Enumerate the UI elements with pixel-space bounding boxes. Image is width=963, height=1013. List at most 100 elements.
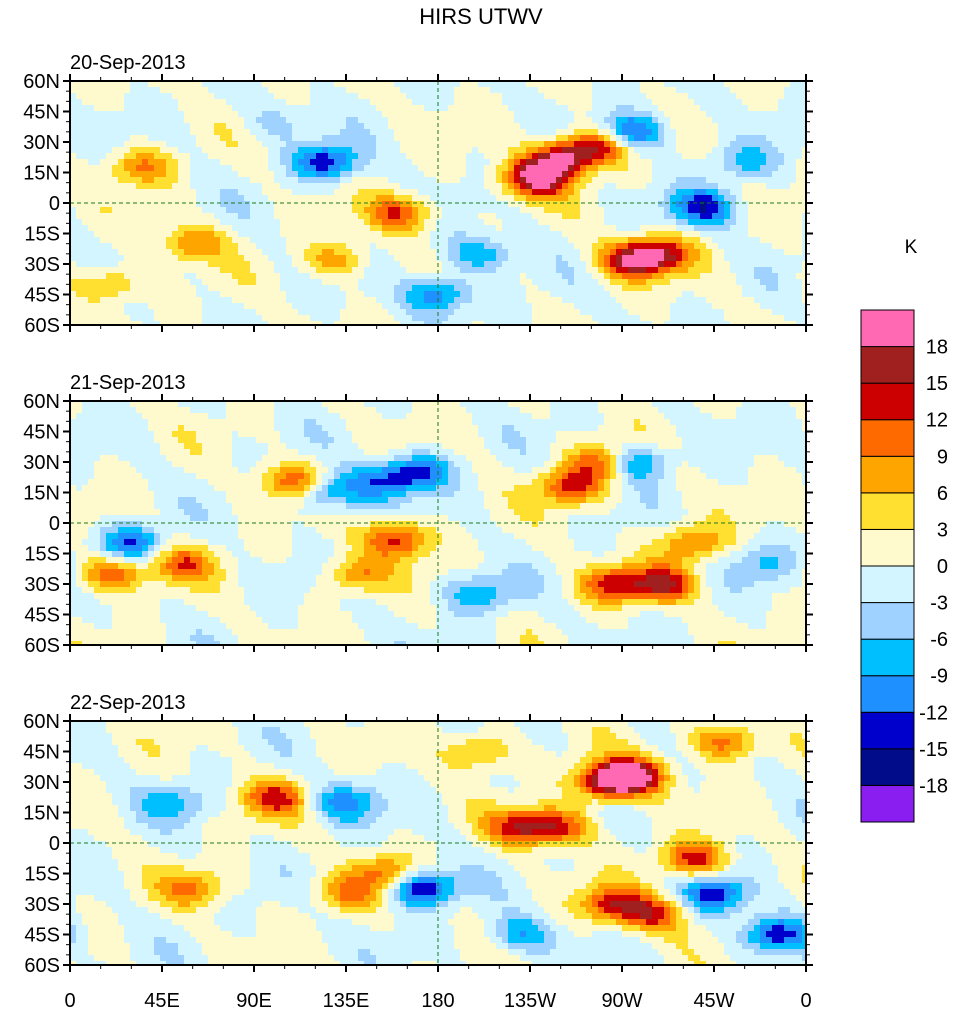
field-cell (730, 117, 736, 123)
field-cell (472, 255, 478, 261)
field-cell (460, 303, 466, 309)
field-cell (508, 165, 514, 171)
field-cell (250, 105, 256, 111)
field-cell (424, 111, 430, 117)
field-cell (712, 285, 718, 291)
field-cell (748, 297, 754, 303)
field-cell (484, 273, 490, 279)
field-cell (802, 159, 806, 165)
field-cell (94, 129, 100, 135)
field-cell (622, 153, 628, 159)
field-cell (298, 213, 304, 219)
field-cell (526, 309, 532, 315)
field-cell (364, 135, 370, 141)
field-cell (412, 135, 418, 141)
field-cell (466, 291, 472, 297)
field-cell (304, 135, 310, 141)
field-cell (622, 303, 628, 309)
field-cell (418, 159, 424, 165)
field-cell (322, 213, 328, 219)
field-cell (664, 249, 670, 255)
field-cell (478, 201, 484, 207)
field-cell (586, 267, 592, 273)
field-cell (250, 225, 256, 231)
field-cell (238, 261, 244, 267)
field-cell (550, 147, 556, 153)
field-cell (166, 177, 172, 183)
field-cell (250, 153, 256, 159)
field-cell (478, 141, 484, 147)
field-cell (526, 243, 532, 249)
field-cell (172, 159, 178, 165)
field-cell (262, 165, 268, 171)
field-cell (160, 273, 166, 279)
field-cell (406, 87, 412, 93)
field-cell (346, 303, 352, 309)
field-cell (220, 279, 226, 285)
field-cell (268, 201, 274, 207)
field-cell (274, 213, 280, 219)
field-cell (184, 309, 190, 315)
field-cell (736, 303, 742, 309)
field-cell (358, 189, 364, 195)
field-cell (580, 141, 586, 147)
field-cell (370, 141, 376, 147)
field-cell (760, 243, 766, 249)
field-cell (676, 273, 682, 279)
field-cell (214, 105, 220, 111)
field-cell (736, 279, 742, 285)
field-cell (682, 189, 688, 195)
field-cell (370, 153, 376, 159)
field-cell (334, 201, 340, 207)
field-cell (454, 225, 460, 231)
field-cell (286, 201, 292, 207)
field-cell (256, 93, 262, 99)
field-cell (586, 111, 592, 117)
field-cell (454, 165, 460, 171)
field-cell (460, 321, 466, 325)
field-cell (532, 99, 538, 105)
field-cell (160, 183, 166, 189)
field-cell (196, 183, 202, 189)
field-cell (562, 237, 568, 243)
field-cell (226, 159, 232, 165)
field-cell (724, 189, 730, 195)
field-cell (292, 249, 298, 255)
field-cell (700, 87, 706, 93)
field-cell (568, 279, 574, 285)
field-cell (214, 249, 220, 255)
field-cell (388, 153, 394, 159)
field-cell (196, 219, 202, 225)
field-cell (250, 285, 256, 291)
field-cell (136, 123, 142, 129)
field-cell (358, 93, 364, 99)
field-cell (226, 93, 232, 99)
field-cell (574, 231, 580, 237)
field-cell (526, 225, 532, 231)
field-cell (76, 87, 82, 93)
field-cell (238, 315, 244, 321)
field-cell (670, 279, 676, 285)
field-cell (364, 105, 370, 111)
field-cell (706, 243, 712, 249)
field-cell (346, 123, 352, 129)
field-cell (112, 267, 118, 273)
field-cell (568, 147, 574, 153)
field-cell (514, 303, 520, 309)
field-cell (538, 273, 544, 279)
field-cell (526, 201, 532, 207)
field-cell (136, 207, 142, 213)
field-cell (316, 183, 322, 189)
field-cell (484, 81, 490, 87)
field-cell (190, 135, 196, 141)
field-cell (220, 285, 226, 291)
field-cell (754, 201, 760, 207)
field-cell (382, 195, 388, 201)
field-cell (448, 267, 454, 273)
field-cell (364, 165, 370, 171)
field-cell (70, 213, 76, 219)
field-cell (532, 237, 538, 243)
field-cell (664, 111, 670, 117)
field-cell (424, 195, 430, 201)
field-cell (118, 261, 124, 267)
